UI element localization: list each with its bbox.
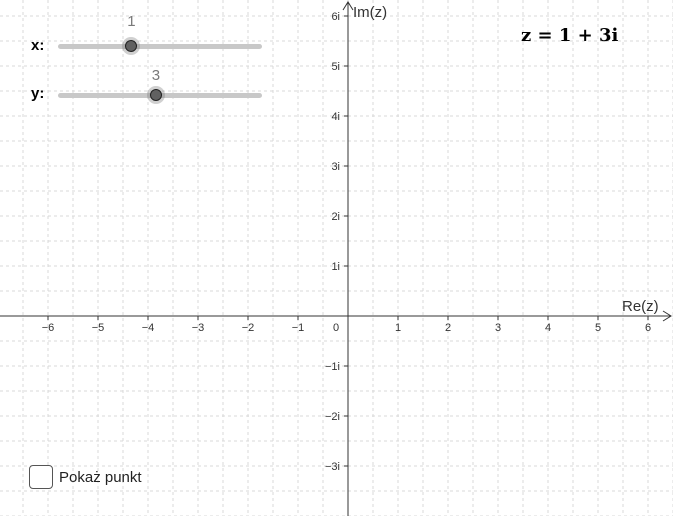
x-tick-label: 1	[395, 322, 401, 334]
x-axis-label: Re(z)	[622, 298, 659, 315]
slider-x-label: x:	[31, 37, 45, 54]
y-tick-label: −3i	[325, 461, 340, 473]
slider-x-knob[interactable]	[125, 40, 138, 52]
y-tick-label: −2i	[325, 411, 340, 423]
y-tick-label: 3i	[331, 161, 340, 173]
y-tick-label: −1i	[325, 361, 340, 373]
x-tick-label: −2	[242, 322, 255, 334]
y-tick-label: 6i	[331, 11, 340, 23]
slider-x-track[interactable]	[58, 44, 262, 49]
complex-number-formula: z = 1 + 3i	[521, 25, 619, 46]
slider-y-value: 3	[151, 67, 161, 84]
x-axis-arrow	[662, 310, 672, 322]
x-tick-label: −4	[142, 322, 155, 334]
x-tick-label: 5	[595, 322, 601, 334]
slider-x-value: 1	[127, 13, 136, 30]
slider-x-handle[interactable]	[122, 37, 141, 55]
x-tick-label: −5	[92, 322, 105, 334]
x-tick-label: −6	[42, 322, 55, 334]
x-tick-label: 4	[545, 322, 551, 334]
x-tick-label: −3	[192, 322, 205, 334]
slider-y-handle[interactable]	[146, 86, 165, 104]
origin-label: 0	[333, 322, 339, 334]
show-point-checkbox[interactable]	[29, 465, 53, 489]
y-tick-label: 2i	[331, 211, 340, 223]
y-axis-label: Im(z)	[353, 4, 387, 21]
x-tick-label: −1	[292, 322, 305, 334]
y-axis-arrow	[342, 1, 354, 11]
y-tick-label: 5i	[331, 61, 340, 73]
slider-y-label: y:	[31, 85, 45, 102]
y-tick-label: 4i	[331, 111, 340, 123]
show-point-label: Pokaż punkt	[59, 468, 142, 486]
slider-y: y: 3	[0, 67, 300, 115]
x-tick-label: 3	[495, 322, 501, 334]
x-tick-label: 6	[645, 322, 651, 334]
y-axis-ticks: 6i 5i 4i 3i 2i 1i −1i −2i −3i	[325, 11, 348, 473]
slider-y-knob[interactable]	[149, 89, 162, 101]
x-tick-label: 2	[445, 322, 451, 334]
slider-x: x: 1	[0, 13, 300, 65]
x-axis-ticks: −6 −5 −4 −3 −2 −1 1 2 3 4 5 6	[42, 316, 651, 334]
y-tick-label: 1i	[331, 261, 340, 273]
show-point-checkbox-row[interactable]: Pokaż punkt	[29, 462, 142, 492]
